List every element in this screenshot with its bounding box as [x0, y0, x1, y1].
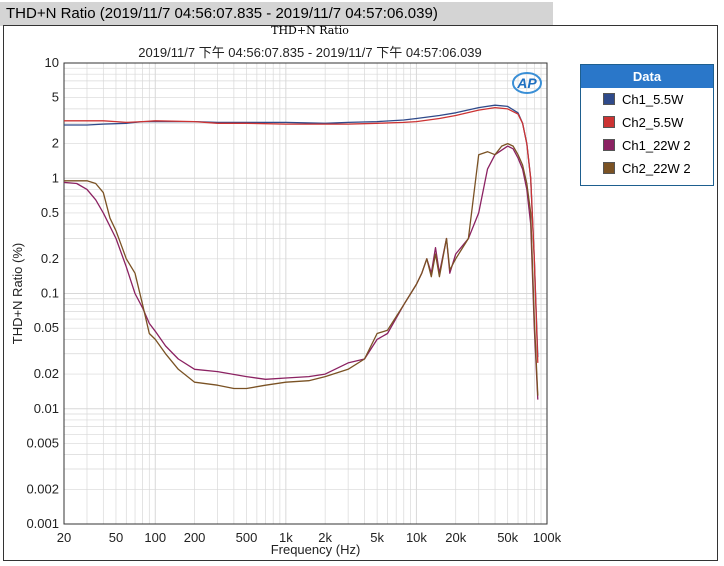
x-tick-label: 20k [445, 530, 466, 545]
x-tick-label: 2k [318, 530, 332, 545]
legend-swatch-icon [603, 139, 615, 151]
series-line [64, 106, 539, 363]
ap-logo-text: AP [516, 75, 537, 91]
y-tick-label: 10 [45, 55, 59, 70]
legend: Data Ch1_5.5W Ch2_5.5W Ch1_22W 2 Ch2_22W… [580, 64, 714, 186]
y-tick-label: 1 [52, 170, 59, 185]
legend-label: Ch2_5.5W [622, 115, 684, 130]
legend-header: Data [581, 65, 713, 88]
legend-item[interactable]: Ch2_5.5W [603, 111, 713, 134]
y-tick-label: 0.5 [41, 205, 59, 220]
x-tick-label: 100k [533, 530, 562, 545]
y-tick-label: 5 [52, 90, 59, 105]
x-tick-label: 100 [144, 530, 166, 545]
y-tick-label: 0.002 [26, 481, 59, 496]
x-tick-label: 5k [370, 530, 384, 545]
series-line [64, 142, 539, 396]
x-tick-label: 200 [184, 530, 206, 545]
ap-logo-icon: AP [512, 72, 542, 94]
x-tick-label: 500 [236, 530, 258, 545]
legend-label: Ch2_22W 2 [622, 161, 691, 176]
chart-subtitle: 2019/11/7 下午 04:56:07.835 - 2019/11/7 下午… [138, 45, 482, 60]
x-tick-label: 20 [57, 530, 71, 545]
legend-swatch-icon [603, 162, 615, 174]
y-tick-label: 0.005 [26, 435, 59, 450]
plot-area-border [63, 62, 548, 525]
series-line [63, 145, 539, 400]
y-tick-label: 2 [52, 136, 59, 151]
legend-swatch-icon [603, 116, 615, 128]
y-tick-label: 0.001 [26, 516, 59, 531]
legend-swatch-icon [603, 93, 615, 105]
x-tick-label: 10k [406, 530, 427, 545]
legend-item[interactable]: Ch1_5.5W [603, 88, 713, 111]
x-tick-label: 50k [497, 530, 518, 545]
window-title: THD+N Ratio (2019/11/7 04:56:07.835 - 20… [6, 5, 438, 22]
y-axis-label: THD+N Ratio (%) [10, 243, 25, 345]
y-tick-label: 0.05 [34, 320, 59, 335]
chart-title: THD+N Ratio [271, 24, 349, 37]
legend-label: Ch1_5.5W [622, 92, 684, 107]
window-titlebar: THD+N Ratio (2019/11/7 04:56:07.835 - 20… [0, 2, 553, 26]
y-tick-label: 0.2 [41, 251, 59, 266]
legend-item[interactable]: Ch2_22W 2 [603, 157, 713, 180]
legend-label: Ch1_22W 2 [622, 138, 691, 153]
y-tick-label: 0.01 [34, 401, 59, 416]
x-tick-label: 50 [109, 530, 123, 545]
x-axis-label: Frequency (Hz) [271, 542, 361, 557]
y-tick-label: 0.1 [41, 286, 59, 301]
x-tick-label: 1k [279, 530, 293, 545]
legend-item[interactable]: Ch1_22W 2 [603, 134, 713, 157]
y-tick-label: 0.02 [34, 366, 59, 381]
